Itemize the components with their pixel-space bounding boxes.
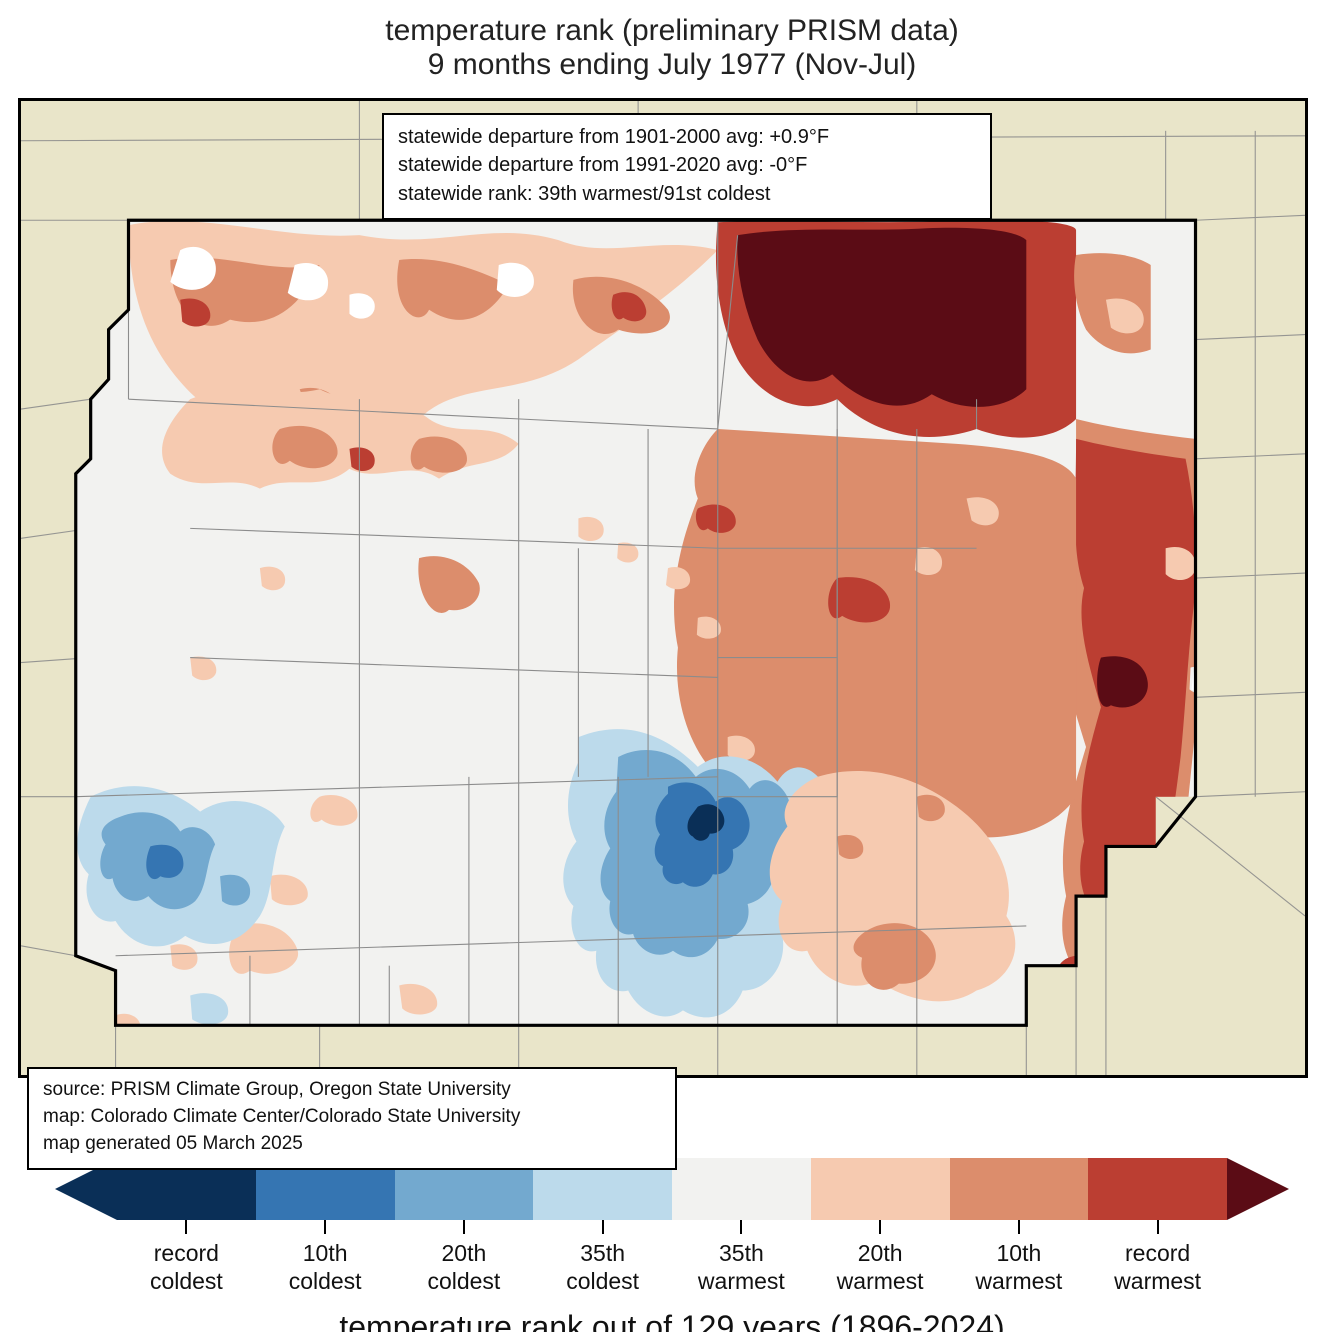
legend-seg-20-warmest bbox=[811, 1158, 950, 1220]
title-line1: temperature rank (preliminary PRISM data… bbox=[0, 14, 1344, 48]
legend-tick-10-warmest: 10th warmest bbox=[950, 1220, 1089, 1295]
legend-tick-20-warmest: 20th warmest bbox=[811, 1220, 950, 1295]
map-frame bbox=[18, 98, 1308, 1078]
legend-seg-35-warmest bbox=[672, 1158, 811, 1220]
source-line-generated: map generated 05 March 2025 bbox=[43, 1131, 661, 1158]
legend-seg-10-warmest bbox=[950, 1158, 1089, 1220]
stats-line-rank: statewide rank: 39th warmest/91st coldes… bbox=[398, 180, 976, 208]
source-info-box: source: PRISM Climate Group, Oregon Stat… bbox=[27, 1067, 677, 1170]
legend-tick-20-coldest: 20th coldest bbox=[395, 1220, 534, 1295]
stats-line-1991: statewide departure from 1991-2020 avg: … bbox=[398, 151, 976, 179]
map-svg bbox=[21, 101, 1305, 1075]
title-line2: 9 months ending July 1977 (Nov-Jul) bbox=[0, 48, 1344, 82]
source-line-map: map: Colorado Climate Center/Colorado St… bbox=[43, 1104, 661, 1131]
legend-tick-35-warmest: 35th warmest bbox=[672, 1220, 811, 1295]
legend-tick-record-coldest: record coldest bbox=[117, 1220, 256, 1295]
legend-caption: temperature rank out of 129 years (1896-… bbox=[55, 1309, 1289, 1332]
title-block: temperature rank (preliminary PRISM data… bbox=[0, 0, 1344, 82]
legend-tick-35-coldest: 35th coldest bbox=[533, 1220, 672, 1295]
source-line-prism: source: PRISM Climate Group, Oregon Stat… bbox=[43, 1077, 661, 1104]
legend-tick-record-warmest: record warmest bbox=[1088, 1220, 1227, 1295]
legend-arrow-warmest bbox=[1227, 1158, 1289, 1220]
legend-ticks: record coldest 10th coldest 20th coldest… bbox=[55, 1220, 1289, 1295]
legend-tick-10-coldest: 10th coldest bbox=[256, 1220, 395, 1295]
stats-line-1901: statewide departure from 1901-2000 avg: … bbox=[398, 123, 976, 151]
legend-seg-record-warmest bbox=[1088, 1158, 1227, 1220]
legend: record coldest 10th coldest 20th coldest… bbox=[55, 1158, 1289, 1332]
stats-info-box: statewide departure from 1901-2000 avg: … bbox=[382, 113, 992, 220]
